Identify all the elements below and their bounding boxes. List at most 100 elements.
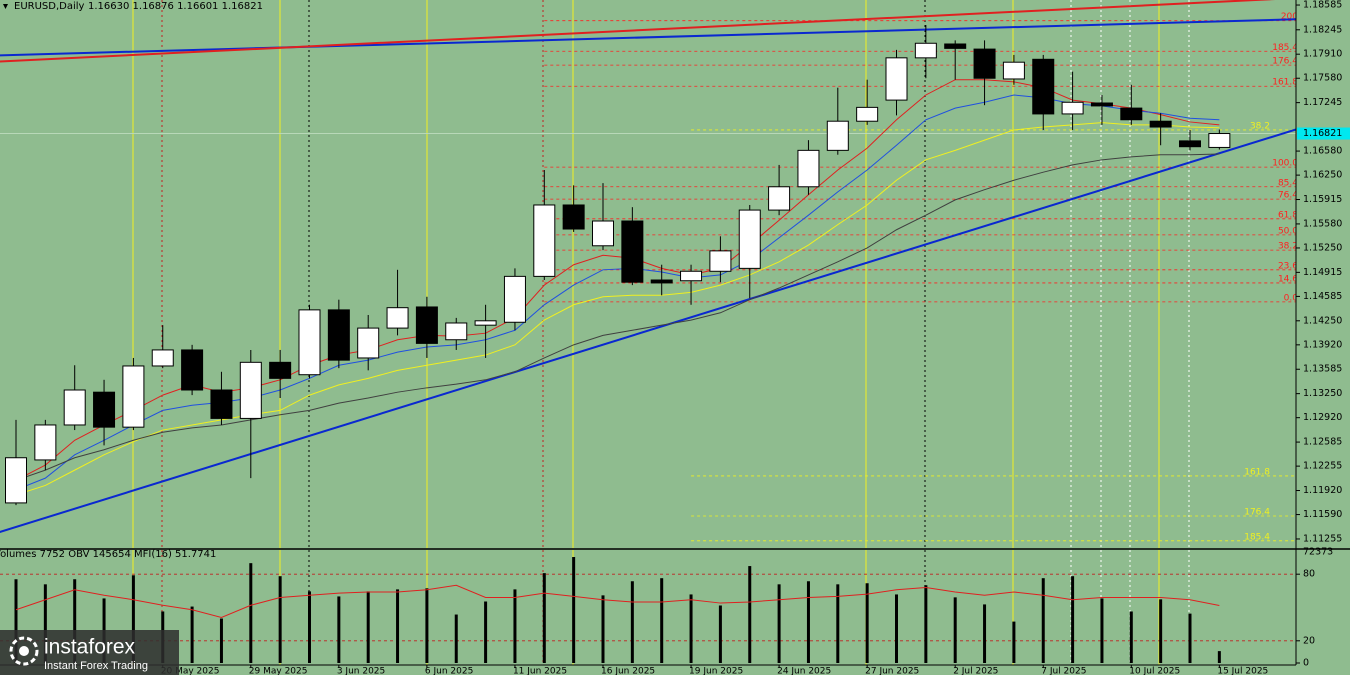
volume-bar	[396, 589, 400, 663]
candle-body	[239, 361, 262, 419]
candle-body	[151, 349, 174, 367]
current-price-label: 1.16821	[1303, 128, 1342, 139]
x-tick-label: 16 Jun 2025	[601, 667, 655, 675]
volume-bar	[1100, 598, 1104, 663]
x-tick-label: 6 Jun 2025	[425, 667, 473, 675]
volume-bar	[1129, 611, 1133, 663]
candle-body	[856, 106, 879, 122]
volume-bar	[1071, 576, 1075, 663]
y-tick-label: 1.17245	[1303, 97, 1342, 108]
volume-bar	[366, 591, 370, 663]
candle-body	[1208, 133, 1231, 148]
candle-body	[181, 349, 204, 391]
x-tick-label: 3 Jun 2025	[337, 667, 385, 675]
fib-label: 61.8	[1278, 210, 1298, 220]
volume-bar	[895, 594, 898, 663]
x-tick-label: 15 Jul 2025	[1217, 667, 1268, 675]
x-tick-label: 24 Jun 2025	[777, 667, 831, 675]
y-tick-label: 1.14585	[1303, 291, 1342, 302]
candle-body	[269, 361, 292, 379]
fib-label: 176.4	[1244, 508, 1270, 518]
volume-bar	[249, 563, 253, 663]
volume-bar	[513, 589, 517, 663]
candle-body	[1090, 102, 1113, 107]
volume-bar	[689, 594, 693, 663]
main-panel: 200 185.4 176.4 161.8 100.0 85.4 76.4 61.8 50.0 3…	[0, 0, 1298, 548]
current-price-box	[1297, 127, 1350, 140]
x-tick-label: 29 May 2025	[249, 667, 308, 675]
candle-body	[357, 327, 380, 359]
y2-tick-label: 80	[1303, 569, 1315, 580]
volume-bar	[454, 614, 458, 663]
x-tick-label: 7 Jul 2025	[1041, 667, 1086, 675]
volume-bar	[953, 597, 957, 663]
volume-bar	[73, 579, 77, 663]
y-tick-label: 1.11590	[1303, 509, 1342, 520]
logo-icon	[9, 636, 39, 666]
candle-body	[562, 204, 585, 230]
candle-body	[1120, 107, 1143, 121]
labels: EURUSD,Daily 1.16630 1.16876 1.16601 1.1…	[0, 1, 263, 560]
y-tick-label: 1.17580	[1303, 73, 1342, 84]
candle-body	[386, 307, 409, 329]
candle-body	[415, 306, 438, 344]
volume-bar	[542, 573, 546, 663]
candle-body	[592, 220, 614, 247]
fib-label: 161.8	[1244, 467, 1270, 477]
y2-tick-label: 0	[1303, 658, 1309, 669]
candle-body	[680, 270, 703, 282]
candle-body	[944, 43, 967, 49]
volume-bar	[425, 588, 429, 663]
candle-body	[797, 149, 820, 188]
y2-tick-label: 20	[1303, 635, 1315, 646]
candle-body	[34, 424, 57, 461]
y-tick-label: 1.15250	[1303, 242, 1342, 253]
y-tick-label: 1.16580	[1303, 146, 1342, 157]
candle-body	[122, 365, 145, 428]
candle-body	[210, 389, 233, 419]
fib-label: 76.4	[1278, 191, 1298, 201]
volume-bar	[1041, 578, 1045, 663]
volume-bar	[836, 584, 840, 663]
volume-tick-label: 72373	[1303, 547, 1333, 558]
fib-label: 200	[1281, 12, 1298, 22]
candle-body	[1149, 120, 1172, 128]
fib-label: 176.4	[1272, 57, 1298, 67]
y-tick-label: 1.13920	[1303, 339, 1342, 350]
candle-body	[298, 309, 321, 376]
volume-bar	[1217, 651, 1221, 663]
candle-body	[1179, 140, 1201, 148]
fib-label: 185.4	[1244, 532, 1270, 542]
y-tick-label: 1.16250	[1303, 170, 1342, 181]
moving-average	[15, 122, 1220, 496]
candle-body	[327, 309, 350, 361]
volume-bar	[1188, 613, 1192, 663]
volume-bar	[278, 576, 282, 663]
candle-body	[768, 186, 791, 211]
indicator-label: Volumes 7752 OBV 145654 MFI(16) 51.7741	[0, 549, 216, 560]
volume-bar	[924, 585, 928, 663]
candle-body	[1061, 101, 1084, 115]
volume-bar	[14, 579, 18, 663]
candle-body	[973, 48, 996, 79]
candle-body	[885, 57, 908, 101]
x-tick-label: 10 Jul 2025	[1129, 667, 1180, 675]
trendline	[0, 0, 1276, 63]
candle-body	[621, 220, 644, 283]
candle-body	[826, 120, 849, 151]
mfi-line	[15, 584, 1220, 619]
volume-bar	[865, 583, 869, 663]
y-tick-label: 1.12255	[1303, 461, 1342, 472]
fib-label: 185.4	[1272, 43, 1298, 53]
candle-body	[738, 209, 761, 269]
volume-bar	[983, 604, 987, 663]
x-tick-label: 20 May 2025	[161, 667, 220, 675]
fib-label: 161.8	[1272, 78, 1298, 88]
fib-label: 85.4	[1278, 178, 1298, 188]
candle-body	[63, 389, 86, 426]
logo: instaforex Instant Forex Trading	[0, 630, 179, 675]
volume-bar	[601, 595, 605, 663]
candle-body	[914, 42, 937, 59]
volume-bar	[718, 605, 722, 663]
